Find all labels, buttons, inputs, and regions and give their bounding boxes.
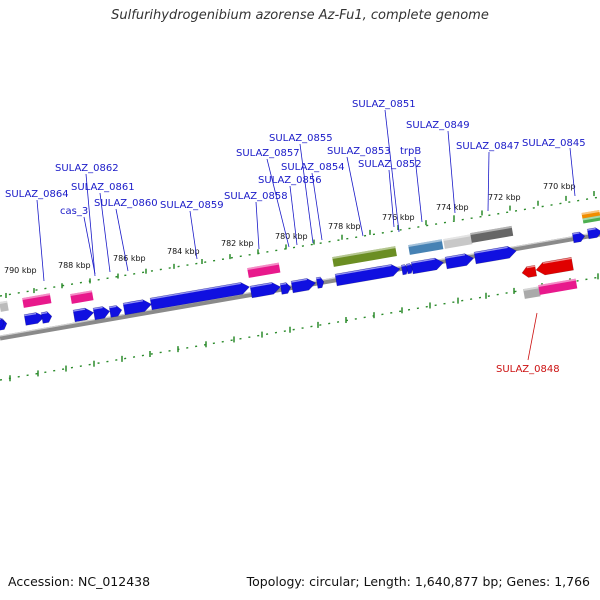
gene-label-leader xyxy=(388,169,395,228)
gene-cds xyxy=(108,305,123,318)
feature-steelblue xyxy=(408,239,444,255)
kbp-tick-label: 776 kbp xyxy=(382,213,415,222)
gene-label-leader xyxy=(447,130,456,214)
gene-label[interactable]: SULAZ_0848 xyxy=(496,364,560,375)
gene-label[interactable]: SULAZ_0851 xyxy=(352,99,416,110)
feature-pink xyxy=(538,278,578,295)
gene-label-leader xyxy=(83,216,96,275)
accession-text: Accession: NC_012438 xyxy=(8,574,151,589)
gene-cds xyxy=(279,282,292,295)
gene-label[interactable]: SULAZ_0859 xyxy=(160,200,224,211)
gene-cds xyxy=(315,276,325,289)
kbp-tick-label: 790 kbp xyxy=(4,266,37,275)
gene-cds-reverse xyxy=(535,256,574,276)
feature-gray xyxy=(0,300,9,312)
gene-cds xyxy=(149,282,250,311)
gene-label-leader xyxy=(569,147,576,197)
gene-label-leader xyxy=(85,173,96,277)
gene-label-leader xyxy=(289,185,298,246)
gene-label-leader xyxy=(115,208,129,272)
gene-label-leader xyxy=(414,156,423,223)
gene-label[interactable]: SULAZ_0854 xyxy=(281,162,345,173)
gene-label-leader xyxy=(527,312,538,361)
gene-cds xyxy=(92,306,111,321)
gene-cds xyxy=(473,246,517,265)
feature-orange xyxy=(581,209,600,219)
gene-label-leader xyxy=(36,199,45,282)
gene-cds xyxy=(72,307,95,323)
gene-label-leader xyxy=(299,143,314,244)
feature-gray xyxy=(523,286,541,299)
genome-summary-text: Topology: circular; Length: 1,640,877 bp… xyxy=(246,574,590,589)
feature-pink xyxy=(247,262,281,278)
gene-label[interactable]: SULAZ_0845 xyxy=(522,138,586,149)
gene-cds xyxy=(249,282,281,299)
feature-pink xyxy=(22,293,52,308)
kbp-tick-label: 774 kbp xyxy=(436,203,469,212)
gene-label[interactable]: SULAZ_0861 xyxy=(71,182,135,193)
gene-label[interactable]: SULAZ_0862 xyxy=(55,163,119,174)
kbp-tick-label: 778 kbp xyxy=(328,222,361,231)
gene-cds xyxy=(23,312,46,326)
kbp-tick-label: 786 kbp xyxy=(113,254,146,263)
gene-label-leader xyxy=(189,210,198,260)
gene-label-leader xyxy=(487,151,490,212)
gene-label-leader xyxy=(99,192,111,273)
kbp-tick-label: 784 kbp xyxy=(167,247,200,256)
gene-label[interactable]: cas_3 xyxy=(60,206,88,217)
gene-cds xyxy=(444,253,474,270)
gene-label[interactable]: SULAZ_0860 xyxy=(94,198,158,209)
gene-label[interactable]: SULAZ_0858 xyxy=(224,191,288,202)
gene-cds xyxy=(0,317,5,328)
feature-olive xyxy=(332,246,397,267)
kbp-tick-label: 782 kbp xyxy=(221,239,254,248)
gene-label[interactable]: trpB xyxy=(400,146,421,157)
kbp-tick-label: 770 kbp xyxy=(543,182,576,191)
feature-pink xyxy=(70,290,94,304)
gene-label[interactable]: SULAZ_0857 xyxy=(236,148,300,159)
gene-label-leader xyxy=(384,109,400,233)
gene-cds xyxy=(290,278,317,294)
gene-cds xyxy=(40,311,53,324)
feature-gray xyxy=(443,234,473,249)
gene-label[interactable]: SULAZ_0849 xyxy=(406,120,470,131)
gene-label[interactable]: SULAZ_0847 xyxy=(456,141,520,152)
gene-cds xyxy=(122,299,152,316)
kbp-tick-label: 772 kbp xyxy=(488,193,521,202)
gene-cds xyxy=(405,263,414,275)
genome-title: Sulfurihydrogenibium azorense Az-Fu1, co… xyxy=(111,8,489,23)
gene-label-leader xyxy=(266,158,290,248)
gene-cds xyxy=(586,227,600,240)
gene-label-leader xyxy=(346,156,364,237)
gene-label[interactable]: SULAZ_0864 xyxy=(5,189,69,200)
gene-label[interactable]: SULAZ_0852 xyxy=(358,159,422,170)
feature-darkgray xyxy=(470,225,514,243)
gene-cds xyxy=(400,264,409,276)
gene-label-leader xyxy=(255,201,260,250)
kbp-tick-label: 780 kbp xyxy=(275,232,308,241)
gene-label[interactable]: SULAZ_0855 xyxy=(269,133,333,144)
feature-green xyxy=(582,215,600,224)
gene-cds xyxy=(410,257,444,275)
kbp-tick-label: 788 kbp xyxy=(58,261,91,270)
gene-cds xyxy=(571,231,586,244)
gene-label[interactable]: SULAZ_0856 xyxy=(258,175,322,186)
gene-cds-reverse xyxy=(521,264,538,278)
gene-cds xyxy=(334,264,401,287)
gene-label[interactable]: SULAZ_0853 xyxy=(327,146,391,157)
gene-label-leader xyxy=(311,172,323,241)
